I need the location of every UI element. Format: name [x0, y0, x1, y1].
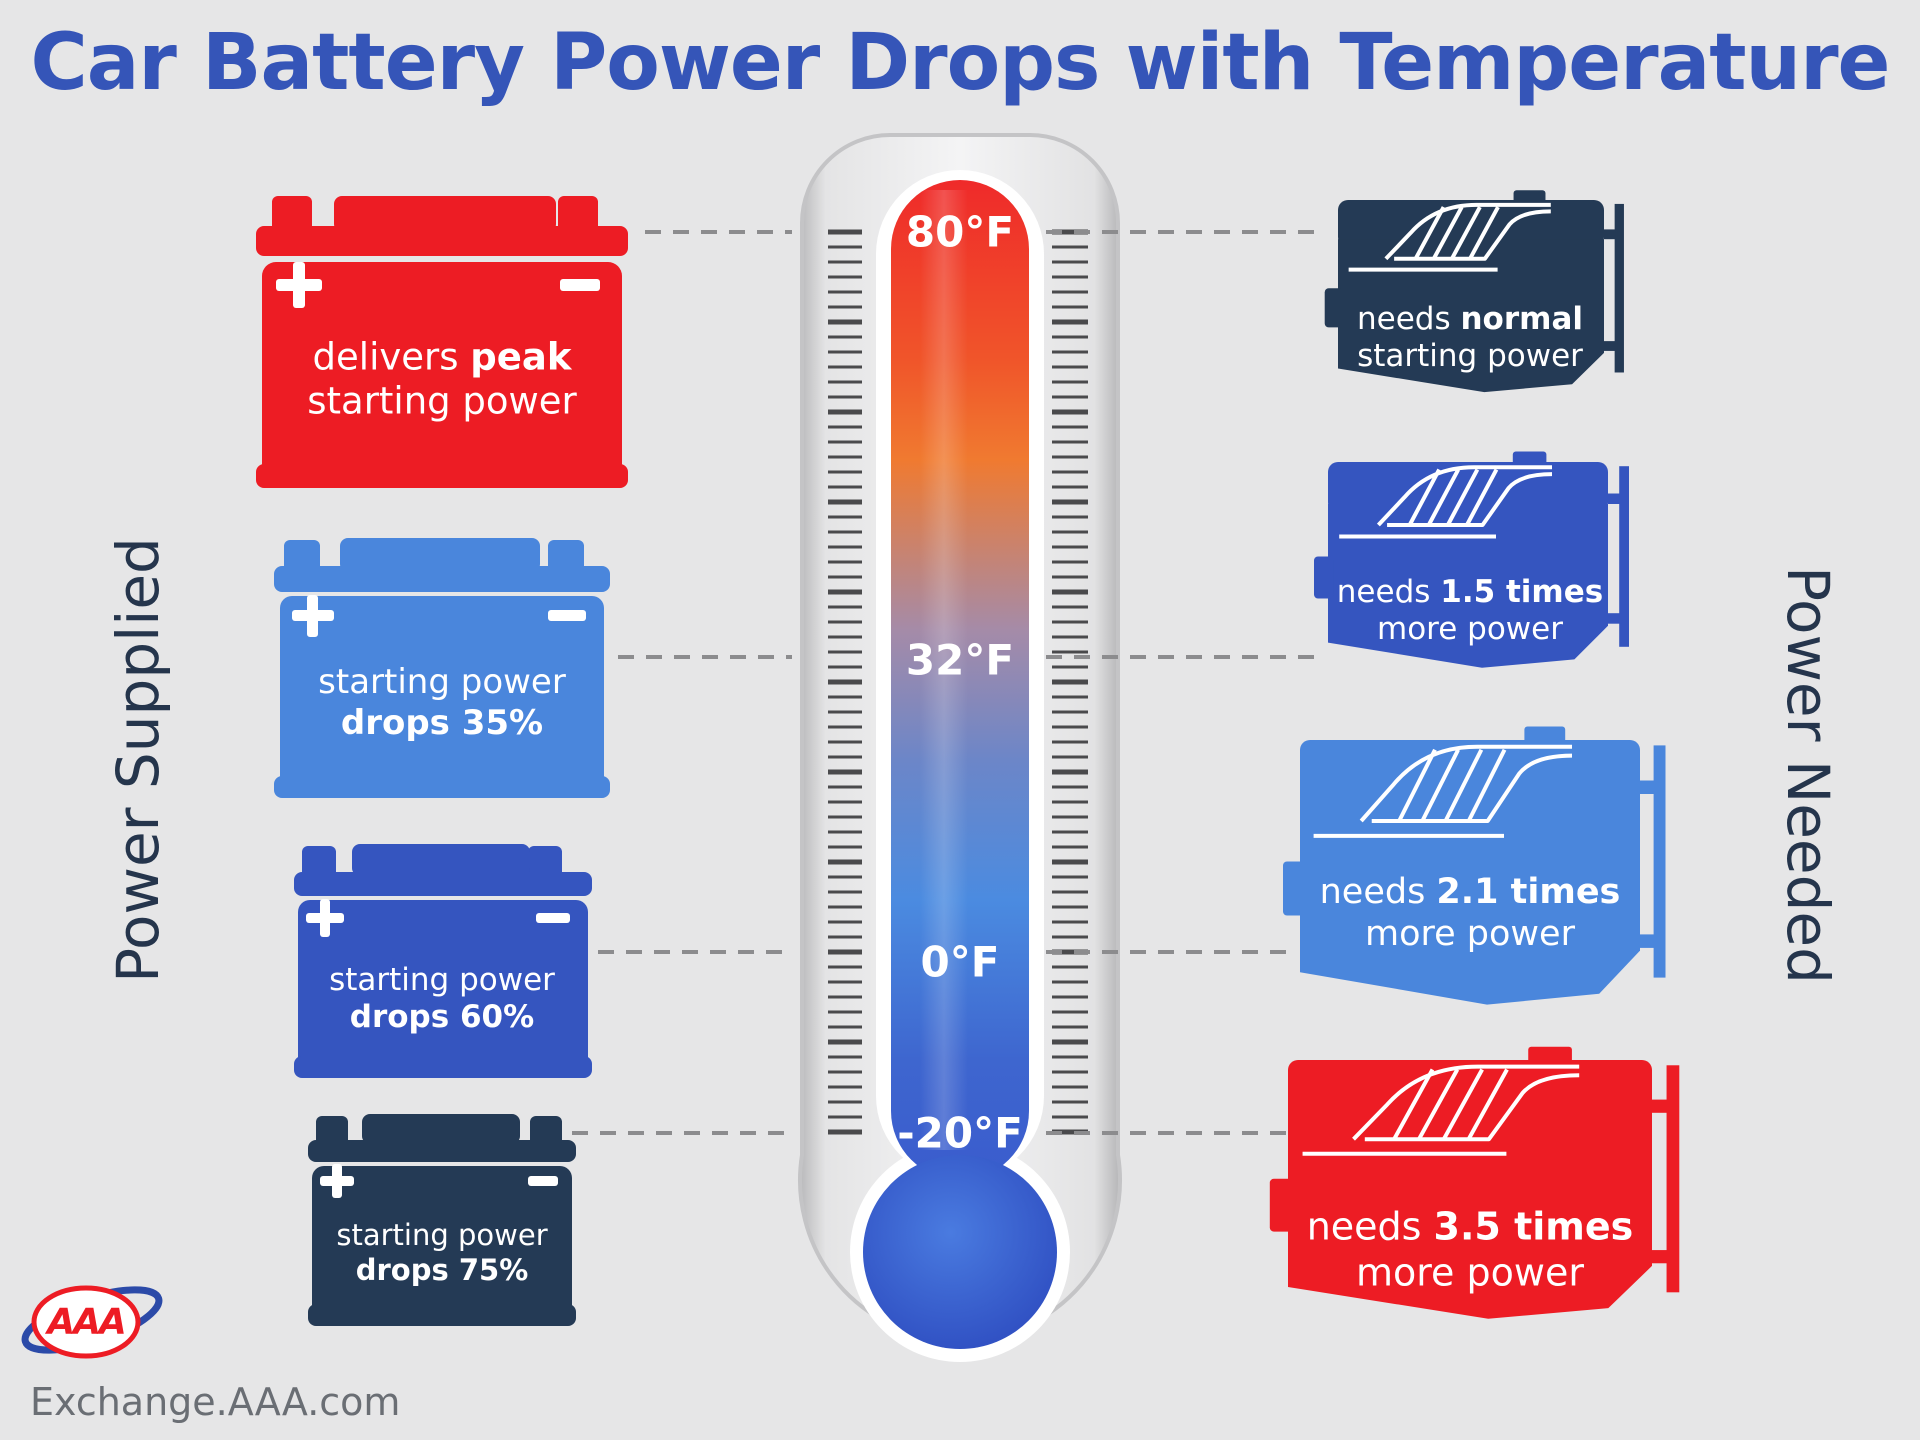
temperature-label: 32°F: [905, 635, 1015, 685]
footer-url: Exchange.AAA.com: [30, 1380, 401, 1424]
minus-icon: [560, 279, 600, 291]
minus-icon: [536, 913, 570, 923]
temperature-label: 0°F: [920, 937, 1000, 987]
power-supplied-label: Power Supplied: [104, 537, 172, 983]
battery-light-blue: [274, 538, 610, 798]
battery-label: delivers peak starting power: [307, 335, 577, 423]
engine-label: needs 3.5 times more power: [1306, 1204, 1634, 1294]
engine-icon: [1324, 190, 1624, 393]
engine-icon: [1269, 1046, 1680, 1319]
engine-icon: [1283, 726, 1666, 1005]
engine-label: needs normal starting power: [1357, 300, 1583, 374]
connector-lines: [572, 230, 1320, 1135]
battery-label: starting power drops 75%: [336, 1218, 548, 1287]
page-title: Car Battery Power Drops with Temperature: [30, 18, 1891, 108]
engine-label: needs 1.5 times more power: [1336, 573, 1604, 647]
engine-icon: [1314, 451, 1629, 668]
engines: [1269, 190, 1680, 1319]
manifold-icon: [1339, 465, 1553, 539]
temperature-label: -20°F: [897, 1108, 1023, 1158]
battery-medium-blue: [294, 844, 592, 1078]
aaa-logo-text: AAA: [47, 1301, 127, 1343]
battery-navy: [308, 1114, 576, 1326]
manifold-icon: [1313, 744, 1573, 838]
power-needed-label: Power Needed: [1774, 566, 1842, 984]
manifold-icon: [1302, 1064, 1580, 1156]
thermometer: [798, 133, 1122, 1362]
temperature-label: 80°F: [905, 207, 1015, 257]
battery-label: starting power drops 60%: [329, 961, 555, 1035]
minus-icon: [528, 1176, 558, 1186]
thermometer-ticks: [828, 229, 1088, 1135]
battery-red: [256, 196, 628, 488]
engine-label: needs 2.1 times more power: [1319, 872, 1621, 954]
manifold-icon: [1348, 202, 1551, 272]
aaa-logo: [21, 1285, 163, 1359]
battery-label: starting power drops 35%: [318, 662, 566, 743]
minus-icon: [548, 610, 586, 621]
thermometer-bulb: [863, 1155, 1057, 1349]
